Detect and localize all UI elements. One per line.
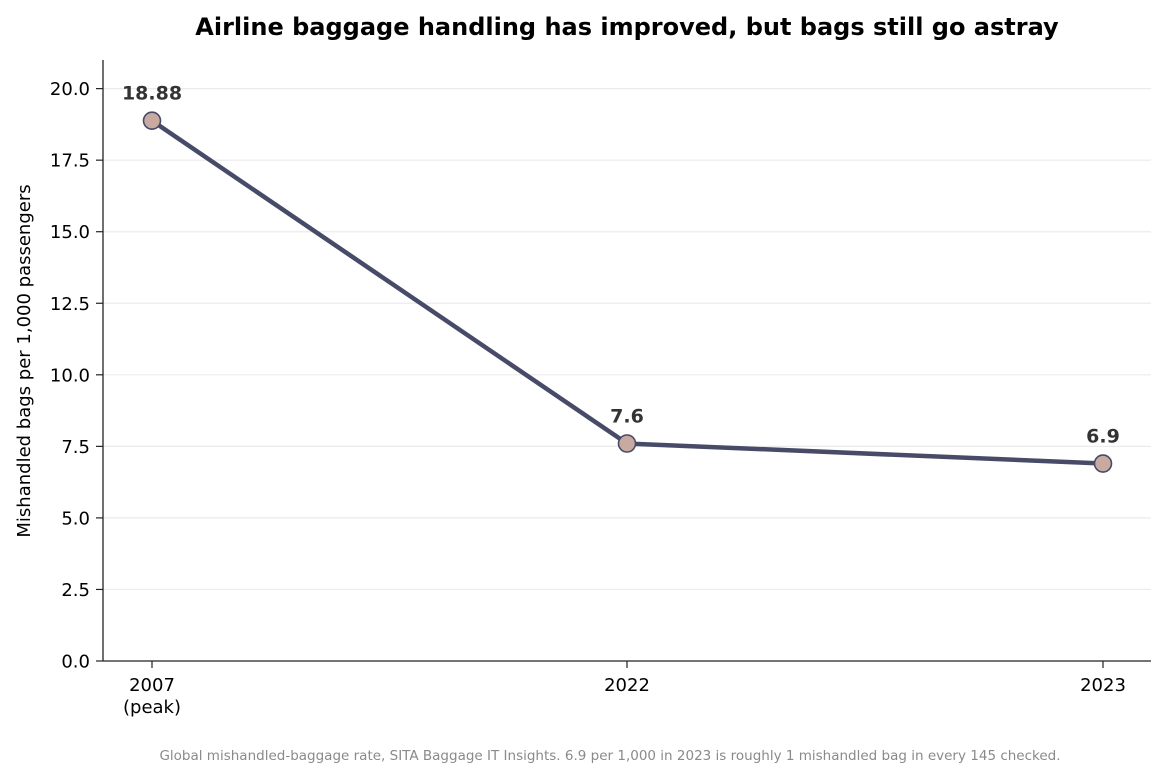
data-point [1093, 454, 1113, 473]
x-tick-label: 2007 (peak) [123, 675, 181, 718]
y-tick-label: 10.0 [50, 365, 90, 386]
y-tick-label: 2.5 [61, 580, 90, 601]
x-tick-label: 2022 [604, 675, 650, 696]
axes: 0.0 2.5 5.0 7.5 10.0 12.5 15.0 17.5 20.0 2007 (pea… [50, 60, 1151, 718]
data-label: 6.9 [1086, 426, 1120, 448]
y-tick-label: 5.0 [61, 508, 90, 529]
chart-caption: Global mishandled-baggage rate, SITA Bag… [159, 748, 1061, 764]
y-axis-label: Mishandled bags per 1,000 passengers [14, 184, 35, 537]
chart-title: Airline baggage handling has improved, b… [195, 13, 1059, 41]
series [142, 111, 1113, 473]
y-tick-label: 7.5 [61, 437, 90, 458]
gridlines [103, 88, 1151, 591]
y-tick-label: 12.5 [50, 294, 90, 315]
data-labels: 18.88 7.6 6.9 [122, 83, 1120, 448]
y-tick-label: 20.0 [50, 79, 90, 100]
data-label: 7.6 [610, 405, 644, 427]
y-tick-label: 0.0 [61, 652, 90, 673]
y-tick-label: 17.5 [50, 151, 90, 172]
data-point [617, 434, 637, 453]
y-tick-label: 15.0 [50, 222, 90, 243]
data-label: 18.88 [122, 83, 182, 105]
x-tick-label: 2023 [1080, 675, 1126, 696]
data-point [142, 111, 162, 130]
